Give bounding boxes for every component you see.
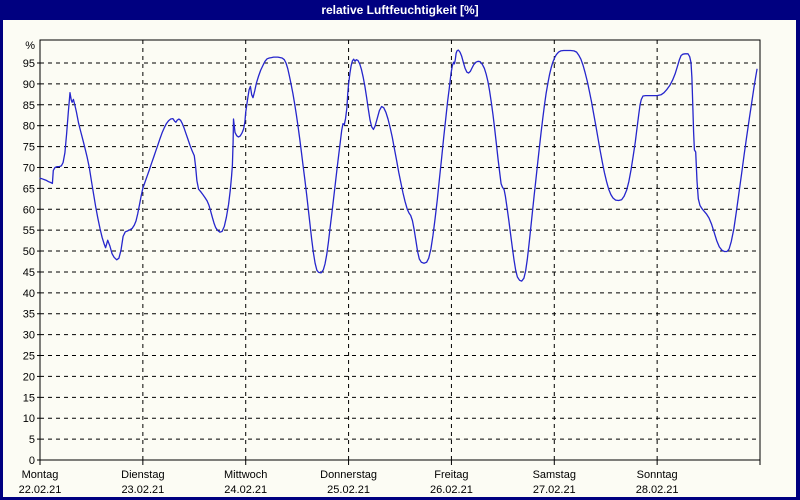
y-tick-label: 65 <box>23 183 35 195</box>
y-axis-labels: 0 5 10 15 20 25 30 35 40 45 50 55 60 65 70 75 80 85 90 95% <box>23 40 35 467</box>
y-tick-label: 20 <box>23 371 35 383</box>
axes <box>37 39 761 465</box>
window-border-bottom <box>0 497 800 500</box>
x-axis-labels: Montag 22.02.21 Dienstag 23.02.21 Mittwoch 24… <box>19 469 679 496</box>
day-name-label: Mittwoch <box>224 469 267 481</box>
y-tick-label: 10 <box>23 413 35 425</box>
day-date-label: 24.02.21 <box>224 484 267 496</box>
y-tick-label: 55 <box>23 225 35 237</box>
day-date-label: 26.02.21 <box>430 484 473 496</box>
y-tick-label: 5 <box>29 434 35 446</box>
day-date-label: 28.02.21 <box>636 484 679 496</box>
chart-title: relative Luftfeuchtigkeit [%] <box>321 3 479 17</box>
y-tick-label: 90 <box>23 79 35 91</box>
day-date-label: 23.02.21 <box>121 484 164 496</box>
y-tick-label: 45 <box>23 267 35 279</box>
title-bar: relative Luftfeuchtigkeit [%] <box>0 0 800 20</box>
y-tick-label: 60 <box>23 204 35 216</box>
y-tick-label: 0 <box>29 455 35 467</box>
y-tick-label: 80 <box>23 121 35 133</box>
plot-border <box>39 39 761 461</box>
humidity-line <box>39 49 758 282</box>
y-tick-label: 35 <box>23 309 35 321</box>
day-name-label: Dienstag <box>121 469 164 481</box>
y-tick-label: 15 <box>23 392 35 404</box>
day-date-label: 22.02.21 <box>19 484 62 496</box>
y-tick-label: 75 <box>23 142 35 154</box>
day-name-label: Donnerstag <box>320 469 377 481</box>
day-name-label: Samstag <box>533 469 576 481</box>
day-name-label: Freitag <box>434 469 468 481</box>
day-date-label: 25.02.21 <box>327 484 370 496</box>
day-date-label: 27.02.21 <box>533 484 576 496</box>
y-tick-label: 25 <box>23 351 35 363</box>
y-tick-label: 95 <box>23 58 35 70</box>
window-border-right <box>796 0 800 500</box>
y-tick-label: 40 <box>23 288 35 300</box>
y-tick-label: 70 <box>23 162 35 174</box>
gridlines <box>40 40 760 460</box>
y-tick-label: 85 <box>23 100 35 112</box>
day-name-label: Montag <box>22 469 59 481</box>
window-border-left <box>0 0 3 500</box>
day-name-label: Sonntag <box>637 469 678 481</box>
y-tick-label: 30 <box>23 330 35 342</box>
y-tick-label: 50 <box>23 246 35 258</box>
y-axis-unit-label: % <box>25 40 35 52</box>
